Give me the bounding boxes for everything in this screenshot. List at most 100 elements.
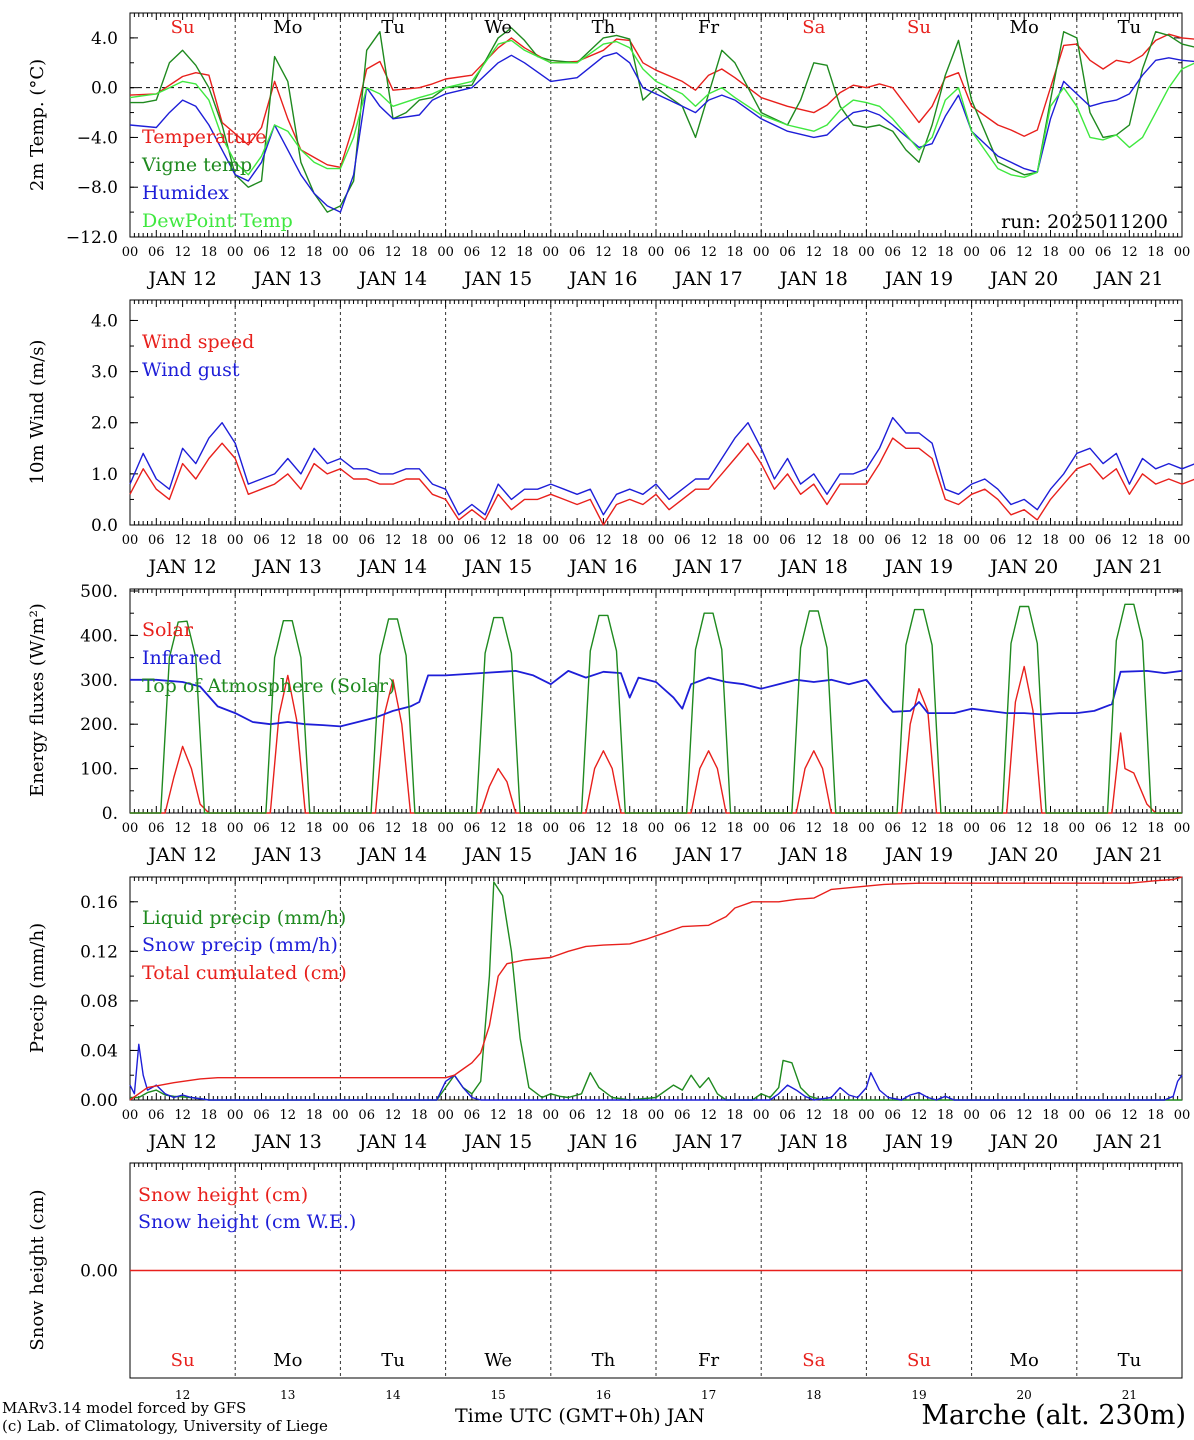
hour-tick-label: 00 [1069,821,1086,836]
hour-tick-label: 18 [621,533,638,548]
hour-tick-label: 00 [543,533,560,548]
day-number: 16 [596,1388,611,1402]
hour-tick-label: 12 [911,1108,928,1123]
hour-tick-label: 12 [174,821,191,836]
hour-tick-label: 12 [911,821,928,836]
day-number: 20 [1017,1388,1032,1402]
y-tick-label: 300. [80,671,118,691]
series-line-red [129,437,1194,526]
y-tick-label: 0.0 [91,79,118,99]
panel-frame [129,299,1183,526]
panel-3 [129,588,1183,814]
hour-tick-label: 06 [148,533,165,548]
hour-tick-label: 12 [595,533,612,548]
hour-tick-label: 18 [306,821,323,836]
date-label: JAN 21 [1093,844,1163,866]
series-line-blue [130,670,1183,728]
hour-tick-label: 06 [148,245,165,260]
hour-tick-label: 00 [332,1108,349,1123]
hour-tick-label: 00 [753,245,770,260]
date-label: JAN 20 [988,844,1058,866]
hour-tick-label: 12 [280,245,297,260]
hour-tick-label: 00 [858,533,875,548]
panel-2 [129,299,1194,526]
y-tick-label: 2.0 [91,414,118,434]
date-label: JAN 19 [883,1131,953,1153]
hour-tick-label: 06 [253,533,270,548]
weekday-label-top: Su [171,17,195,38]
date-label: JAN 21 [1093,556,1163,578]
hour-tick-label: 00 [437,245,454,260]
hour-tick-label: 18 [201,1108,218,1123]
series-line-blue [129,1043,1183,1101]
hour-tick-label: 06 [464,821,481,836]
hour-tick-label: 00 [1174,245,1191,260]
hour-tick-label: 00 [437,821,454,836]
hour-tick-label: 18 [411,821,428,836]
hour-tick-label: 12 [174,245,191,260]
hour-tick-label: 06 [1095,1108,1112,1123]
weekday-label-bottom: Su [907,1350,931,1371]
hour-tick-label: 12 [385,245,402,260]
hour-tick-label: 12 [1121,1108,1138,1123]
date-label: JAN 13 [252,268,322,290]
date-label: JAN 19 [883,844,953,866]
date-label: JAN 15 [462,1131,532,1153]
hour-tick-label: 12 [911,533,928,548]
date-label: JAN 18 [778,556,848,578]
hour-tick-label: 18 [1042,245,1059,260]
day-number: 15 [491,1388,506,1402]
hour-tick-label: 06 [358,245,375,260]
date-label: JAN 14 [357,844,427,866]
date-label: JAN 12 [147,268,217,290]
weekday-label-top: Fr [698,17,719,38]
hour-tick-label: 00 [1069,245,1086,260]
hour-tick-label: 06 [1095,245,1112,260]
hour-tick-label: 00 [963,533,980,548]
date-label: JAN 13 [252,1131,322,1153]
hour-tick-label: 06 [779,821,796,836]
legend-blue: Infrared [142,647,222,669]
hour-tick-label: 06 [990,821,1007,836]
y-tick-label: 0.12 [80,942,118,962]
hour-tick-label: 18 [516,1108,533,1123]
x-axis-title: Time UTC (GMT+0h) JAN [455,1405,705,1427]
hour-tick-label: 00 [858,1108,875,1123]
day-number: 19 [911,1388,926,1402]
date-label: JAN 16 [567,556,637,578]
hour-tick-label: 00 [963,821,980,836]
legend-blue: Snow height (cm W.E.) [138,1211,356,1233]
hour-tick-label: 06 [674,1108,691,1123]
hour-tick-label: 12 [174,533,191,548]
hour-tick-label: 00 [963,245,980,260]
y-tick-label: −12.0 [66,228,118,248]
date-label: JAN 17 [673,1131,743,1153]
hour-tick-label: 12 [595,245,612,260]
y-axis-label: 2m Temp. (°C) [27,59,48,191]
date-label: JAN 20 [988,1131,1058,1153]
y-tick-label: 3.0 [91,363,118,383]
date-label: JAN 14 [357,556,427,578]
panel-4 [129,876,1183,1101]
y-tick-label: 0.16 [80,893,118,913]
date-label: JAN 18 [778,844,848,866]
y-axis-label: Energy fluxes (W/m²) [27,603,48,797]
y-axis-label: 10m Wind (m/s) [27,340,48,485]
hour-tick-label: 06 [464,245,481,260]
y-axis-label: Snow height (cm) [27,1189,48,1350]
hour-tick-label: 12 [911,245,928,260]
hour-tick-label: 00 [227,1108,244,1123]
hour-tick-label: 06 [779,1108,796,1123]
hour-tick-label: 06 [464,533,481,548]
date-label: JAN 13 [252,556,322,578]
series-line-blue [129,416,1194,516]
hour-tick-label: 06 [358,533,375,548]
y-tick-label: 0.04 [80,1041,118,1061]
hour-tick-label: 06 [358,1108,375,1123]
date-label: JAN 21 [1093,1131,1163,1153]
hour-tick-label: 18 [1147,821,1164,836]
hour-tick-label: 00 [227,245,244,260]
hour-tick-label: 18 [201,533,218,548]
hour-tick-label: 12 [1016,245,1033,260]
date-label: JAN 14 [357,1131,427,1153]
